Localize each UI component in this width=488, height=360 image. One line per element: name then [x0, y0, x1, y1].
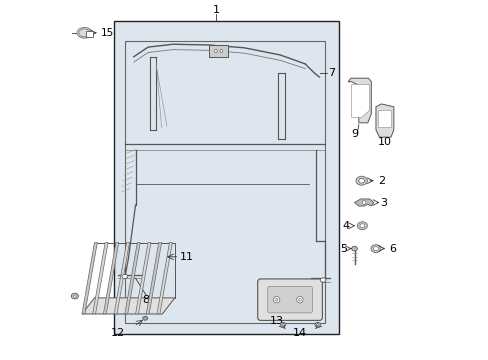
- Ellipse shape: [355, 176, 366, 185]
- Ellipse shape: [142, 316, 147, 320]
- Ellipse shape: [273, 296, 279, 303]
- Polygon shape: [82, 243, 97, 314]
- Text: 2: 2: [377, 176, 384, 186]
- Ellipse shape: [73, 295, 76, 297]
- Ellipse shape: [359, 224, 364, 228]
- Ellipse shape: [220, 49, 222, 53]
- Ellipse shape: [314, 322, 320, 327]
- Text: 10: 10: [377, 138, 391, 148]
- Ellipse shape: [362, 201, 365, 204]
- Bar: [114, 21, 339, 334]
- Ellipse shape: [79, 29, 90, 37]
- Polygon shape: [82, 298, 175, 314]
- Text: 8: 8: [142, 295, 149, 305]
- Ellipse shape: [122, 274, 127, 279]
- FancyBboxPatch shape: [267, 287, 312, 313]
- Polygon shape: [378, 110, 390, 127]
- Ellipse shape: [280, 322, 285, 327]
- Text: 15: 15: [101, 28, 114, 38]
- Ellipse shape: [320, 278, 325, 282]
- Polygon shape: [124, 243, 140, 314]
- Ellipse shape: [144, 318, 146, 319]
- Text: 6: 6: [388, 244, 395, 253]
- Polygon shape: [157, 243, 172, 314]
- Text: 4: 4: [342, 221, 349, 231]
- Ellipse shape: [370, 245, 380, 252]
- Ellipse shape: [357, 222, 366, 230]
- Text: 7: 7: [328, 68, 335, 78]
- Text: 12: 12: [110, 328, 124, 338]
- Polygon shape: [354, 199, 373, 206]
- Ellipse shape: [358, 179, 364, 183]
- Text: 5: 5: [339, 244, 346, 253]
- Polygon shape: [351, 85, 369, 117]
- Polygon shape: [146, 243, 162, 314]
- FancyBboxPatch shape: [257, 279, 322, 320]
- Polygon shape: [347, 78, 370, 123]
- Text: 13: 13: [269, 316, 283, 326]
- Ellipse shape: [214, 49, 217, 53]
- Bar: [124, 41, 324, 323]
- Bar: [208, 45, 228, 57]
- Text: 1: 1: [212, 5, 219, 15]
- Ellipse shape: [373, 247, 378, 251]
- Ellipse shape: [351, 246, 357, 251]
- Polygon shape: [375, 104, 393, 137]
- Polygon shape: [103, 243, 119, 314]
- Ellipse shape: [77, 27, 92, 38]
- Ellipse shape: [282, 324, 284, 325]
- Polygon shape: [114, 243, 129, 314]
- Ellipse shape: [316, 324, 318, 325]
- Ellipse shape: [296, 296, 303, 303]
- Polygon shape: [135, 243, 151, 314]
- Ellipse shape: [275, 298, 278, 301]
- Text: 3: 3: [380, 198, 386, 207]
- Text: 14: 14: [292, 328, 306, 338]
- Ellipse shape: [71, 293, 78, 299]
- Text: 11: 11: [180, 252, 194, 262]
- Bar: [86, 31, 93, 37]
- Ellipse shape: [298, 298, 301, 301]
- Polygon shape: [93, 243, 108, 314]
- Text: 9: 9: [351, 129, 358, 139]
